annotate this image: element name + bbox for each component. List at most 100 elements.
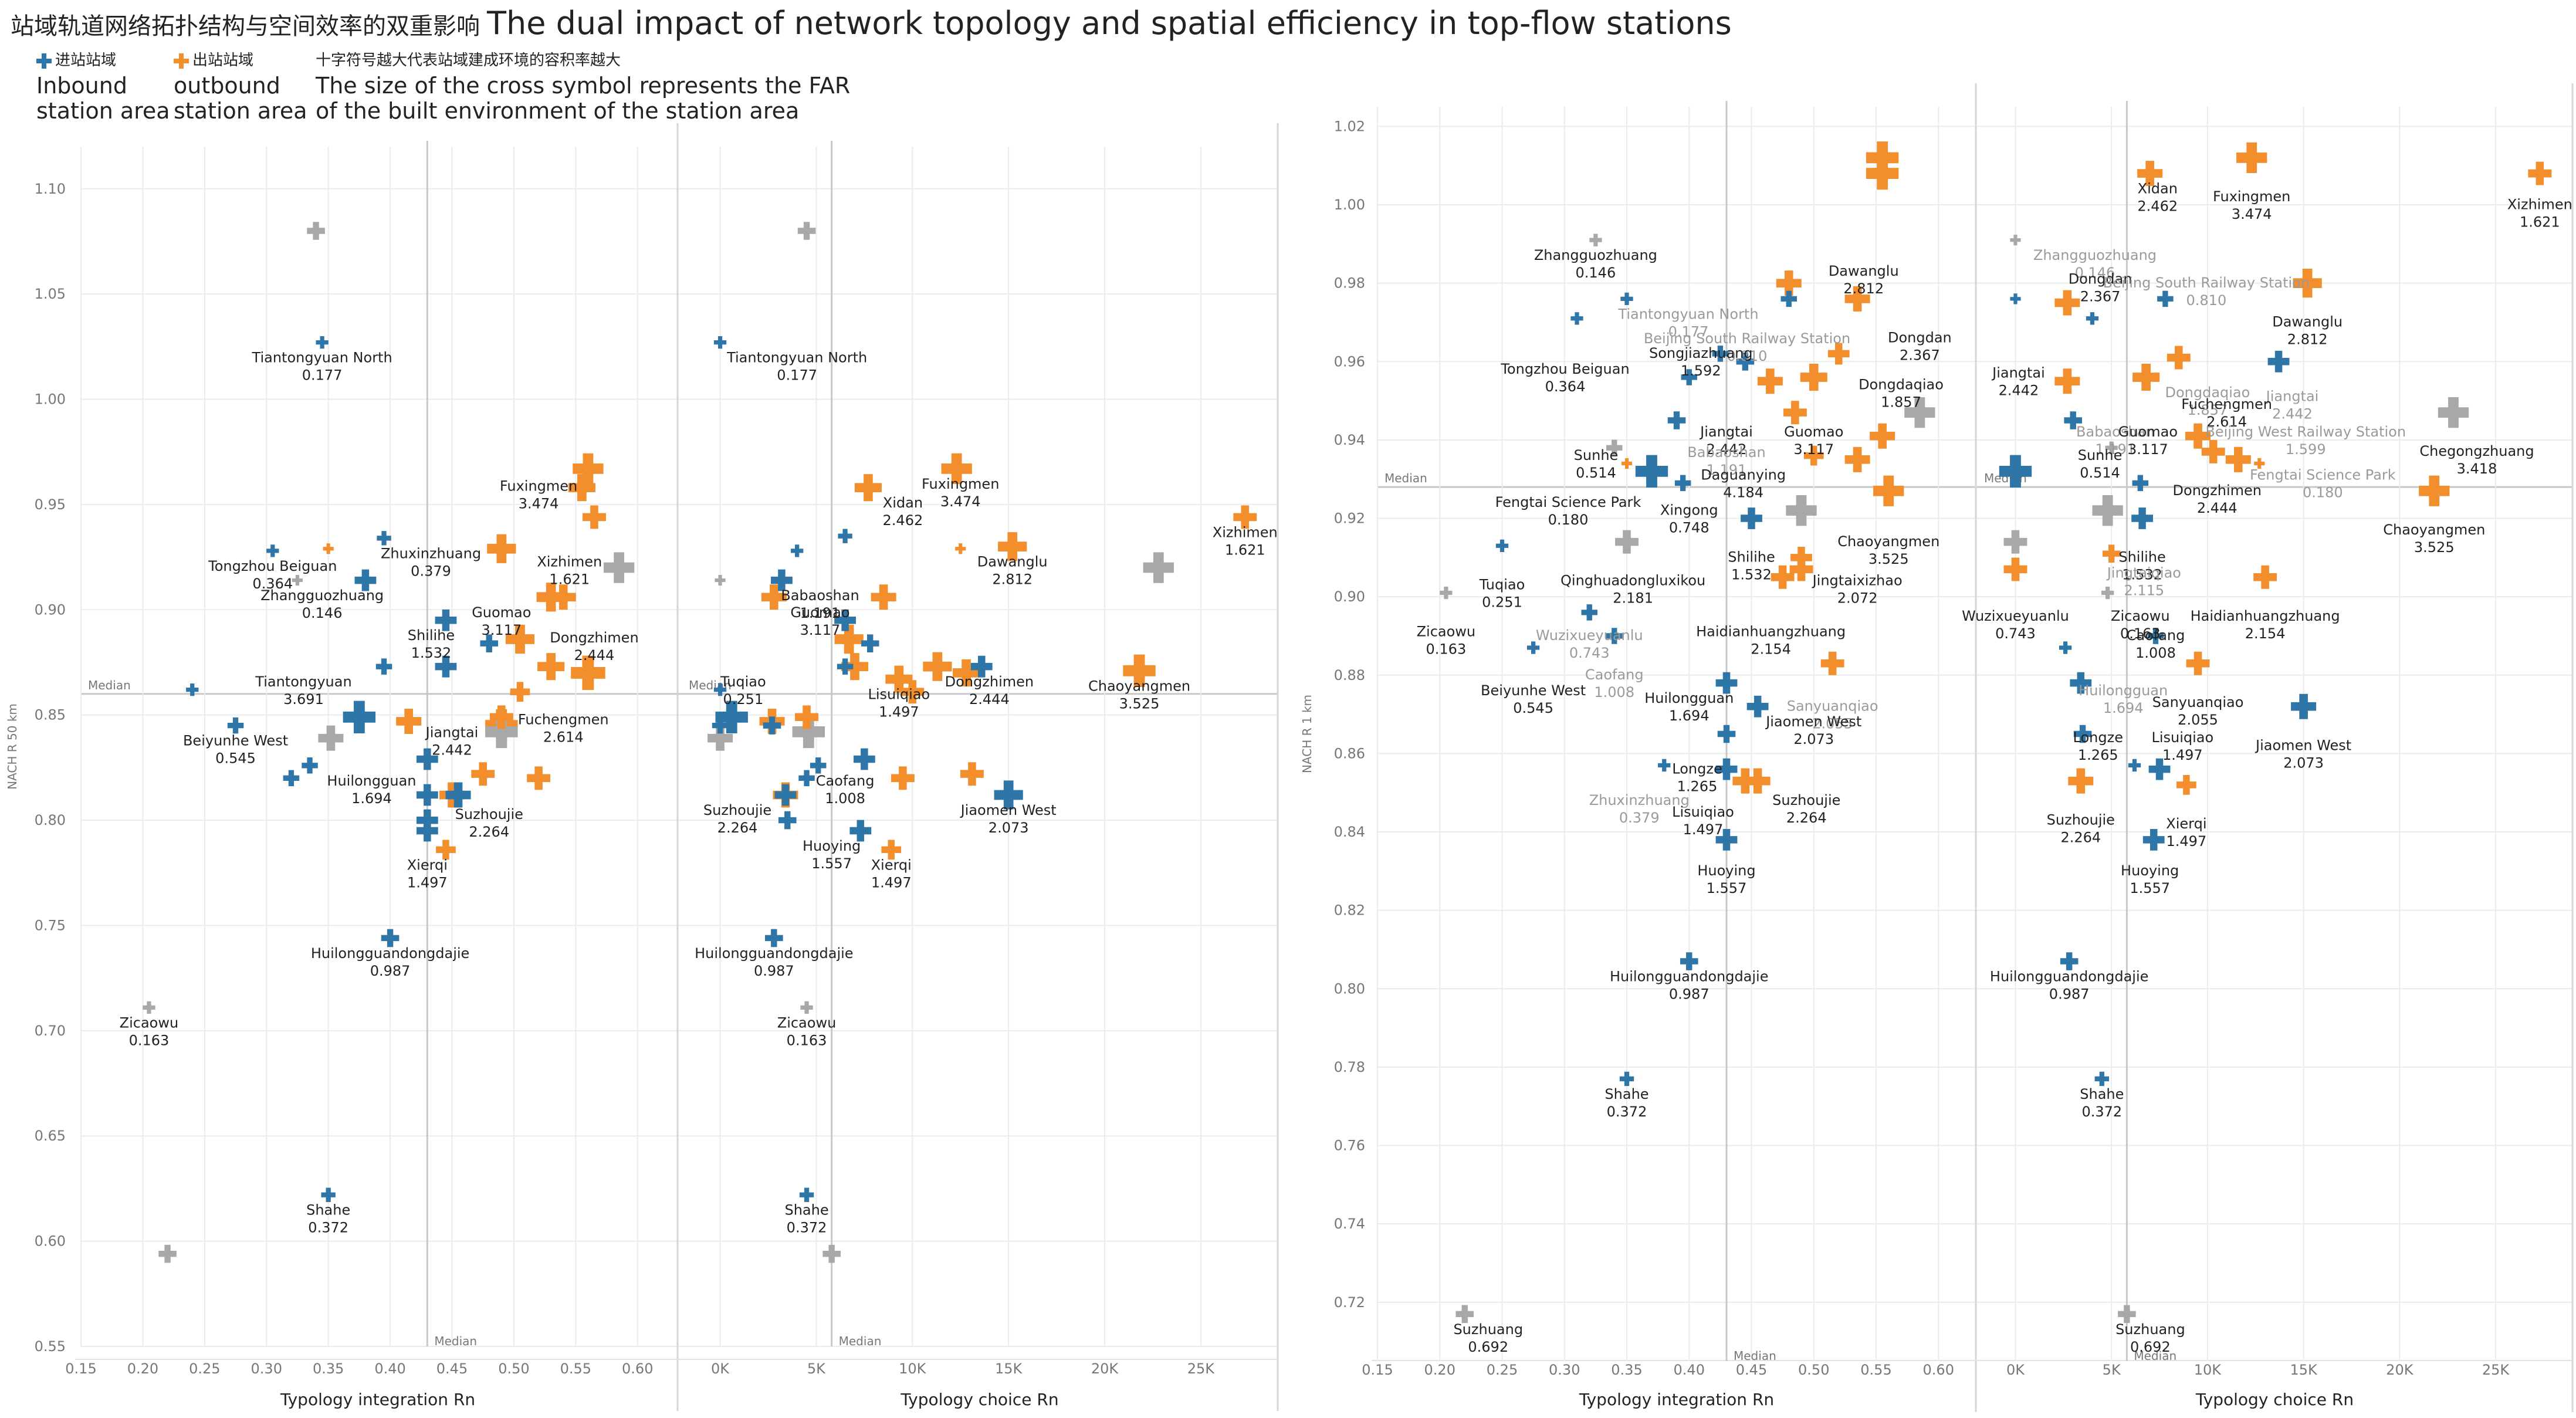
station-point (1455, 1305, 1474, 1324)
station-point (2059, 641, 2072, 654)
station-point (377, 531, 391, 546)
station-label-value: 3.525 (2414, 539, 2455, 556)
station-label-value: 2.812 (1843, 280, 1884, 297)
station-label-name: Jiangtai (425, 724, 479, 740)
station-point (436, 840, 456, 860)
station-label-value: 2.073 (989, 820, 1029, 836)
station-point (798, 770, 815, 787)
station-label-name: Guomao (472, 604, 531, 621)
station-point (1715, 828, 1738, 851)
station-label-value: 1.857 (2188, 402, 2228, 418)
station-label-value: 1.621 (1225, 542, 1265, 558)
station-label-value: 0.692 (1468, 1339, 1508, 1355)
station-point (2073, 725, 2092, 743)
station-point (2176, 775, 2196, 795)
station-label-name: Suzhoujie (1772, 792, 1840, 808)
station-point (1681, 369, 1697, 385)
x-median-label: Median (839, 1334, 882, 1348)
station-label-name: Sanyuanqiao (1787, 698, 1878, 715)
station-point (381, 929, 400, 947)
x-median-label: Median (1734, 1349, 1776, 1363)
station-point (573, 453, 604, 485)
station-point (2105, 441, 2118, 454)
station-label-value: 0.379 (1619, 810, 1660, 826)
y-tick-label: 0.90 (35, 601, 66, 618)
station-point (778, 811, 797, 830)
station-label-name: Dongdan (1888, 329, 1952, 346)
station-label-value: 1.191 (1707, 462, 1747, 478)
y-tick-label: 0.84 (1334, 824, 1365, 840)
x-tick-label: 10K (899, 1361, 927, 1377)
station-point (1844, 446, 1870, 472)
station-point (1844, 286, 1870, 312)
station-point (715, 574, 726, 586)
station-point (471, 762, 495, 786)
station-label-value: 0.251 (723, 691, 764, 708)
x-tick-label: 25K (2482, 1362, 2510, 1378)
y-tick-label: 0.90 (1334, 588, 1365, 605)
y-tick-label: 0.85 (35, 707, 66, 723)
station-point (1715, 672, 1738, 694)
station-point (1783, 401, 1807, 425)
station-label-value: 2.181 (1613, 590, 1653, 607)
station-label-value: 1.497 (407, 874, 448, 891)
station-point (583, 505, 606, 529)
station-label-value: 1.008 (2135, 645, 2176, 661)
station-label-name: Lisuiqiao (2151, 729, 2213, 746)
station-label-name: Qinghuadongluxikou (1561, 573, 1705, 589)
station-label-value: 0.163 (129, 1032, 170, 1048)
station-label-value: 3.117 (1793, 441, 1834, 458)
station-label-name: Zhuxinzhuang (381, 545, 481, 561)
station-point (2010, 235, 2021, 246)
station-label-name: Huoying (2121, 862, 2179, 879)
station-point (881, 840, 902, 860)
x-tick-label: 20K (2386, 1362, 2414, 1378)
station-point (143, 1001, 155, 1014)
station-label-name: Fuchengmen (518, 712, 609, 728)
station-point (2102, 544, 2121, 563)
station-point (2186, 651, 2210, 675)
station-point (2003, 557, 2027, 581)
station-label-name: Shilihe (1728, 549, 1775, 566)
station-point (510, 682, 530, 702)
chart-panel-left: 0.55 0.60 0.65 0.70 0.75 0.80 0.85 0.90 0.95 1.00… (5, 123, 1279, 1411)
station-point (527, 766, 551, 790)
y-tick-label: 0.74 (1334, 1216, 1365, 1232)
station-label-name: Jiaomen West (1765, 713, 1861, 730)
station-label-name: Zhangguozhuang (260, 587, 384, 604)
station-point (1440, 586, 1453, 600)
station-label-name: Beiyunhe West (1481, 682, 1586, 699)
station-point (292, 574, 303, 586)
station-label-value: 0.372 (308, 1220, 348, 1236)
station-point (2225, 446, 2251, 472)
station-point (2267, 350, 2290, 373)
station-label-value: 0.810 (1727, 348, 1768, 364)
station-label-name: Jiaomen West (2255, 737, 2351, 753)
station-label-name: Babaoshan (1687, 444, 1765, 461)
x-axis-label: Typology choice Rn (900, 1390, 1058, 1409)
station-label-name: Beijing South Railway Station (2103, 275, 2310, 291)
legend-note-zh: 十字符号越大代表站域建成环境的容积率越大 (316, 52, 621, 69)
station-point (1827, 343, 1850, 365)
station-label-name: Suzhoujie (455, 806, 523, 823)
station-point (1712, 346, 1729, 362)
station-point (792, 715, 825, 749)
station-label-value: 1.191 (800, 605, 841, 621)
station-point (834, 624, 864, 654)
legend-outbound-line2: station area (174, 98, 307, 124)
station-label-name: Jiaomen West (960, 802, 1057, 818)
legend-note-line1: The size of the cross symbol represents … (316, 73, 851, 99)
station-label-value: 2.442 (2272, 406, 2313, 422)
station-label-name: Zicaowu (2111, 608, 2170, 624)
x-tick-label: 0.20 (127, 1361, 158, 1377)
station-label-value: 2.264 (717, 820, 758, 836)
station-point (1570, 312, 1583, 325)
x-tick-label: 0.40 (374, 1361, 405, 1377)
station-point (1615, 530, 1639, 554)
x-tick-label: 5K (2103, 1362, 2121, 1378)
x-tick-label: 0.60 (622, 1361, 653, 1377)
station-label-name: Tongzhou Beiguan (1500, 361, 1629, 377)
station-label-name: Dongzhimen (550, 630, 638, 646)
station-label-value: 2.367 (2080, 288, 2121, 304)
station-point (854, 474, 882, 502)
